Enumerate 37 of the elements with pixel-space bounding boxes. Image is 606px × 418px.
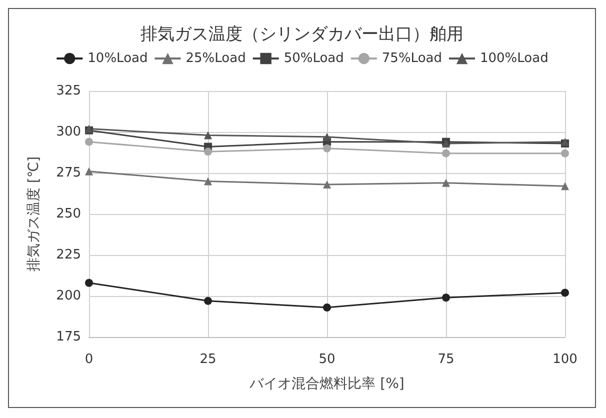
y-tick-label: 275 bbox=[56, 166, 81, 180]
legend-label: 25%Load bbox=[186, 51, 246, 66]
point bbox=[204, 177, 212, 186]
point bbox=[204, 131, 212, 140]
point bbox=[561, 149, 569, 158]
x-tick-label: 50 bbox=[318, 352, 336, 367]
legend-label: 75%Load bbox=[382, 51, 442, 66]
y-tick-label: 325 bbox=[56, 84, 81, 98]
point bbox=[85, 138, 93, 146]
point bbox=[204, 296, 212, 305]
legend-label: 100%Load bbox=[480, 51, 548, 66]
y-tick-label: 300 bbox=[56, 124, 81, 140]
x-axis-title: バイオ混合燃料比率 [%] bbox=[248, 376, 404, 392]
chart-title: 排気ガス温度（シリンダカバー出口）舶用 bbox=[140, 24, 464, 44]
point bbox=[85, 278, 93, 287]
point bbox=[442, 149, 450, 158]
x-tick-label: 0 bbox=[84, 352, 94, 367]
y-tick-label: 250 bbox=[56, 206, 81, 222]
x-tick-label: 25 bbox=[200, 352, 216, 367]
legend-label: 50%Load bbox=[284, 51, 344, 66]
y-tick-label: 225 bbox=[56, 248, 81, 262]
y-tick-label: 175 bbox=[56, 330, 81, 344]
y-axis-title: 排気ガス温度 [℃] bbox=[26, 156, 42, 272]
point bbox=[204, 148, 212, 156]
point bbox=[323, 132, 331, 141]
point bbox=[323, 144, 331, 152]
point bbox=[442, 178, 450, 187]
point bbox=[85, 167, 93, 176]
x-tick-label: 75 bbox=[438, 352, 454, 367]
x-tick-label: 100 bbox=[552, 352, 578, 367]
point bbox=[561, 288, 569, 297]
point bbox=[323, 180, 331, 188]
point bbox=[323, 303, 331, 312]
y-tick-label: 200 bbox=[56, 288, 81, 304]
point bbox=[442, 294, 450, 302]
legend-label: 10%Load bbox=[88, 51, 148, 66]
point bbox=[561, 182, 569, 190]
